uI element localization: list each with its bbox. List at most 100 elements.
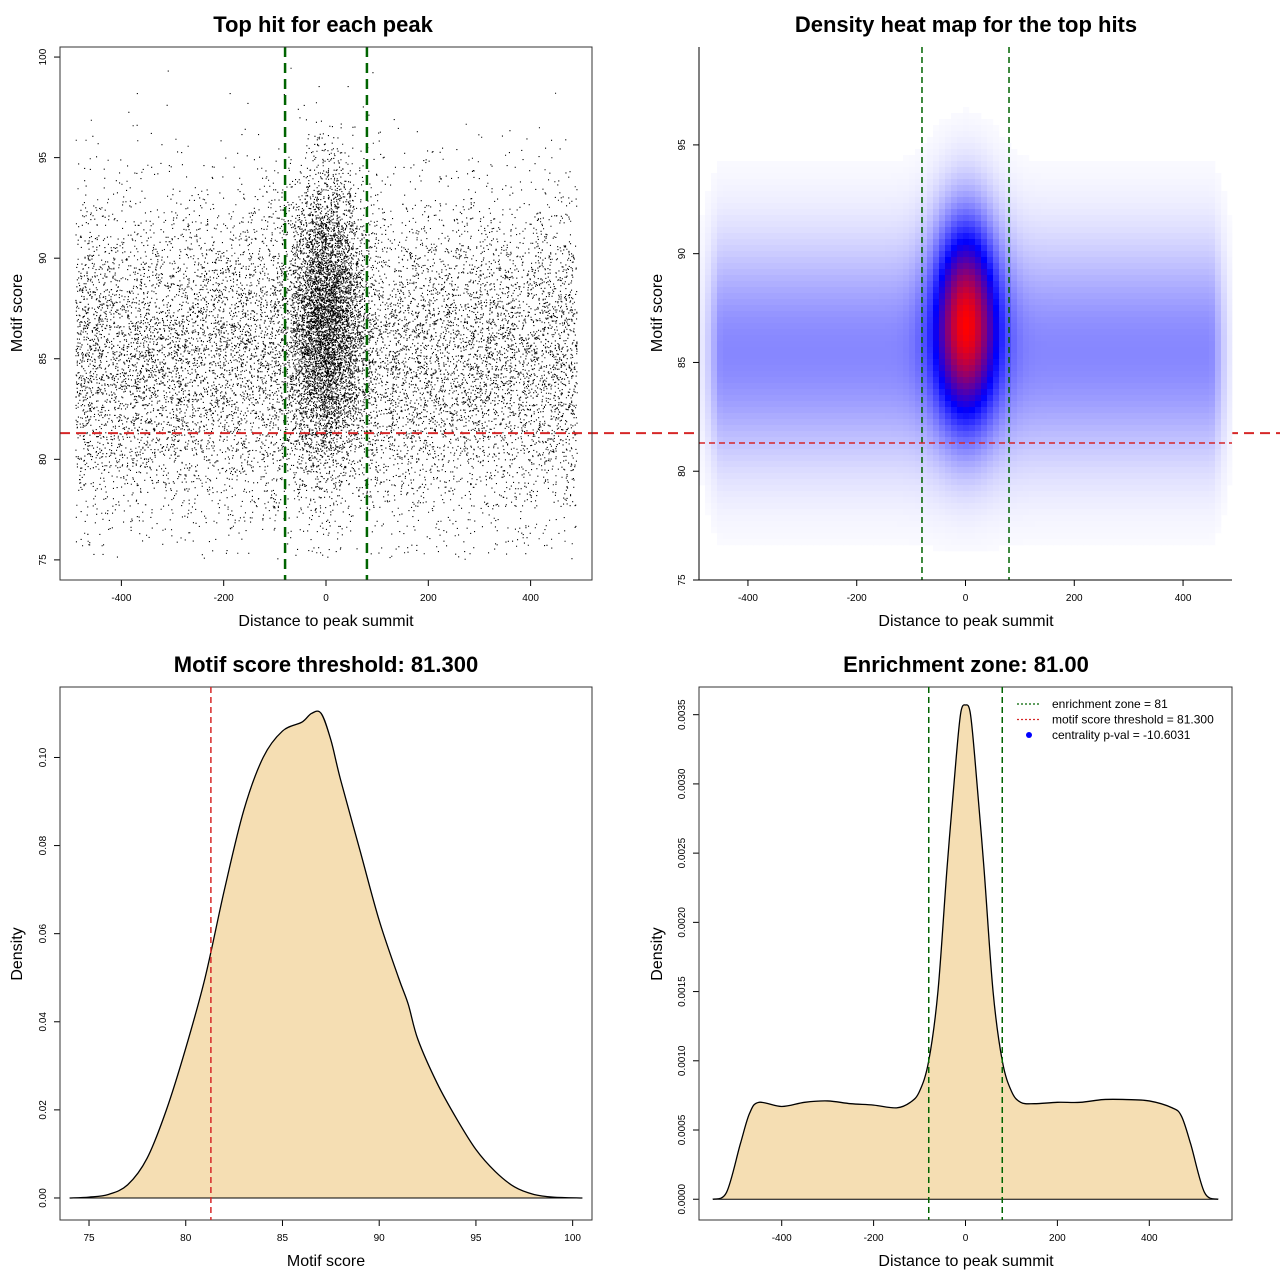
heatmap-cell [753, 293, 760, 300]
heatmap-cell [735, 455, 742, 462]
heatmap-cell [1179, 275, 1186, 282]
heatmap-cell [789, 359, 796, 366]
heatmap-cell [807, 347, 814, 354]
heatmap-cell [903, 401, 910, 408]
heatmap-cell [1083, 167, 1090, 174]
heatmap-cell [735, 365, 742, 372]
heatmap-cell [885, 455, 892, 462]
heatmap-cell [1137, 161, 1144, 168]
heatmap-cell [729, 233, 736, 240]
heatmap-cell [1029, 305, 1036, 312]
heatmap-cell [1089, 407, 1096, 414]
heatmap-cell [939, 323, 946, 330]
heatmap-cell [1185, 185, 1192, 192]
heatmap-cell [999, 275, 1006, 282]
heatmap-cell [1227, 299, 1233, 306]
heatmap-cell [897, 479, 904, 486]
heatmap-cell [1161, 263, 1168, 270]
heatmap-cell [951, 317, 958, 324]
heatmap-cell [951, 245, 958, 252]
heatmap-cell [1131, 455, 1138, 462]
heatmap-cell [1113, 305, 1120, 312]
heatmap-cell [1215, 353, 1222, 360]
heatmap-cell [903, 209, 910, 216]
heatmap-cell [1179, 413, 1186, 420]
heatmap-cell [735, 485, 742, 492]
heatmap-cell [1179, 221, 1186, 228]
heatmap-cell [795, 449, 802, 456]
heatmap-cell [711, 383, 718, 390]
heatmap-cell [813, 275, 820, 282]
heatmap-cell [855, 221, 862, 228]
heatmap-cell [819, 215, 826, 222]
heatmap-cell [957, 161, 964, 168]
heatmap-cell [849, 425, 856, 432]
heatmap-cell [1017, 221, 1024, 228]
heatmap-cell [981, 185, 988, 192]
heatmap-cell [1215, 371, 1222, 378]
heatmap-cell [831, 221, 838, 228]
heatmap-cell [981, 473, 988, 480]
heatmap-cell [819, 407, 826, 414]
heatmap-cell [897, 197, 904, 204]
heatmap-cell [711, 269, 718, 276]
heatmap-cell [789, 239, 796, 246]
heatmap-cell [1155, 335, 1162, 342]
heatmap-cell [1089, 161, 1096, 168]
heatmap-cell [1191, 377, 1198, 384]
heatmap-cell [1203, 341, 1210, 348]
heatmap-cell [1011, 485, 1018, 492]
heatmap-cell [1107, 233, 1114, 240]
heatmap-cell [807, 371, 814, 378]
heatmap-cell [1227, 305, 1233, 312]
heatmap-cell [1083, 287, 1090, 294]
heatmap-cell [993, 191, 1000, 198]
heatmap-cell [927, 467, 934, 474]
heatmap-cell [777, 389, 784, 396]
heatmap-cell [1131, 263, 1138, 270]
heatmap-cell [795, 329, 802, 336]
heatmap-cell [831, 203, 838, 210]
heatmap-cell [1119, 329, 1126, 336]
heatmap-cell [1011, 167, 1018, 174]
heatmap-cell [969, 449, 976, 456]
heatmap-cell [897, 167, 904, 174]
heatmap-cell [885, 473, 892, 480]
heatmap-cell [927, 215, 934, 222]
heatmap-cell [855, 419, 862, 426]
heatmap-cell [1179, 353, 1186, 360]
heatmap-cell [1185, 365, 1192, 372]
heatmap-cell [759, 257, 766, 264]
heatmap-cell [747, 215, 754, 222]
heatmap-cell [1029, 173, 1036, 180]
heatmap-cell [1095, 173, 1102, 180]
heatmap-cell [1125, 287, 1132, 294]
heatmap-cell [873, 179, 880, 186]
heatmap-cell [801, 263, 808, 270]
heatmap-cell [987, 149, 994, 156]
heatmap-cell [1059, 371, 1066, 378]
heatmap-cell [1095, 287, 1102, 294]
heatmap-cell [825, 467, 832, 474]
heatmap-cell [909, 395, 916, 402]
heatmap-cell [969, 251, 976, 258]
heatmap-cell [981, 443, 988, 450]
heatmap-cell [1209, 197, 1216, 204]
heatmap-cell [1143, 317, 1150, 324]
heatmap-cell [1203, 383, 1210, 390]
heatmap-cell [921, 371, 928, 378]
heatmap-cell [789, 179, 796, 186]
heatmap-cell [723, 449, 730, 456]
heatmap-cell [921, 251, 928, 258]
heatmap-cell [1035, 323, 1042, 330]
heatmap-cell [1191, 263, 1198, 270]
heatmap-cell [1065, 485, 1072, 492]
heatmap-cell [1095, 449, 1102, 456]
heatmap-cell [783, 275, 790, 282]
heatmap-cell [1173, 371, 1180, 378]
heatmap-cell [801, 299, 808, 306]
heatmap-cell [1041, 485, 1048, 492]
heatmap-cell [1107, 173, 1114, 180]
heatmap-cell [879, 203, 886, 210]
heatmap-cell [1053, 437, 1060, 444]
